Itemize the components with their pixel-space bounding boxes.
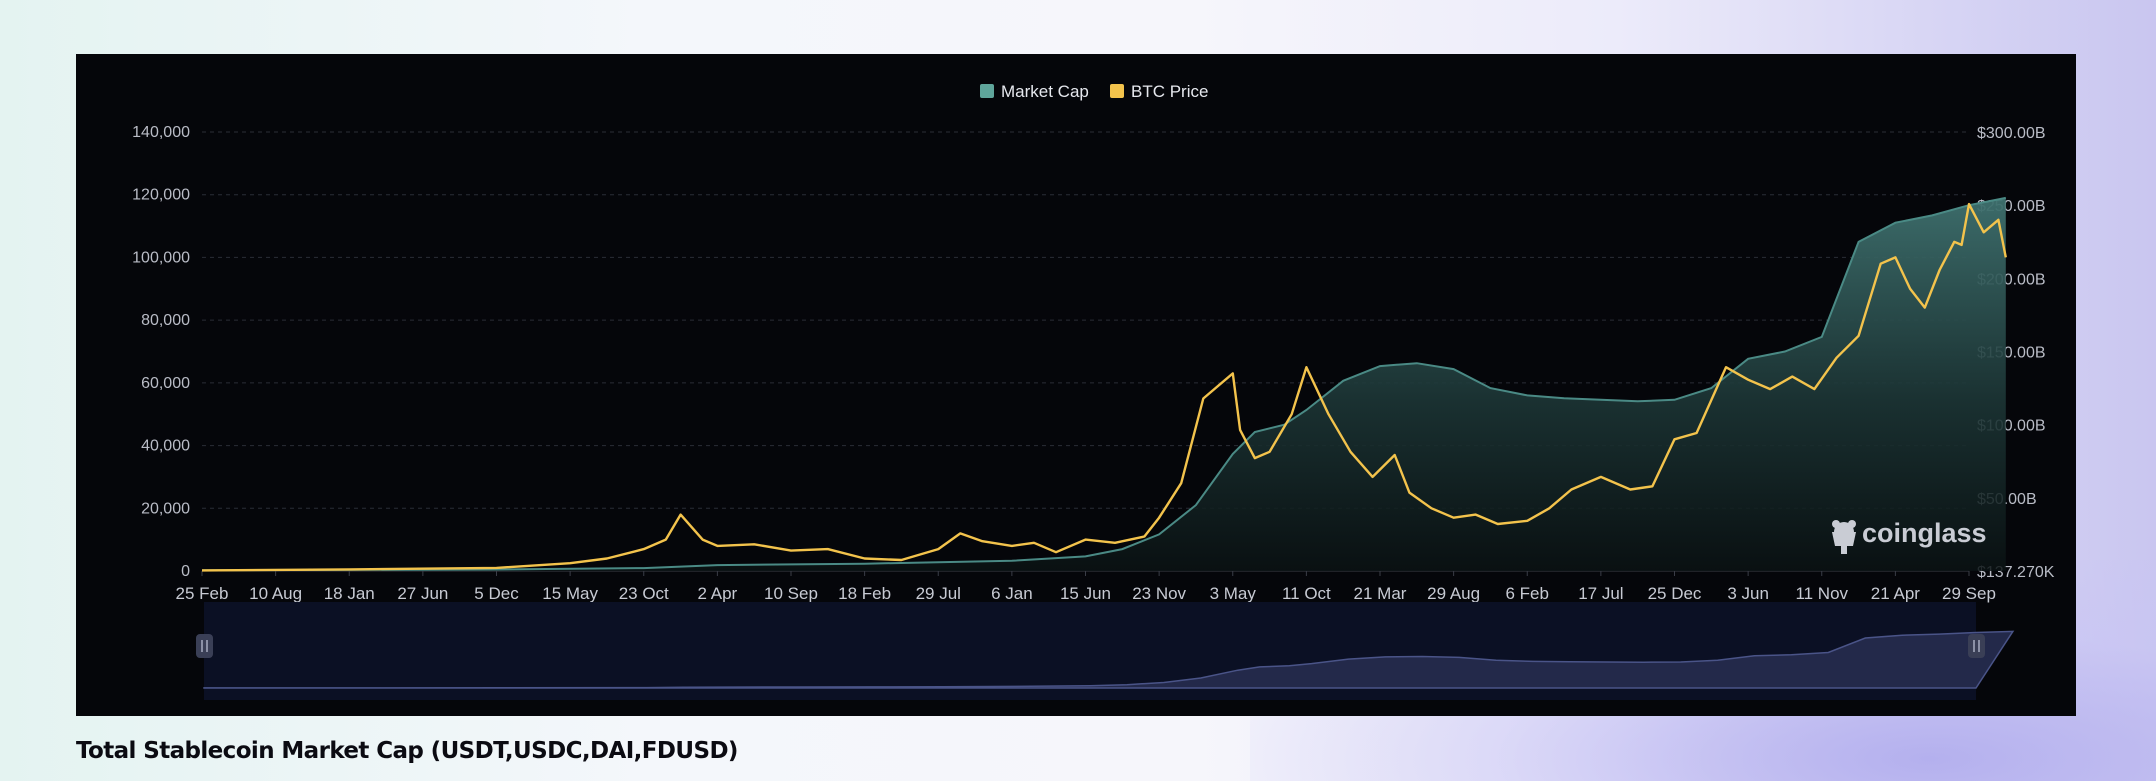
chart-svg: 0 20,000 40,000 60,000 80,000 100,000 120,000 1… <box>132 82 2055 700</box>
x-tick-label: 25 Dec <box>1648 584 1702 603</box>
series-layer <box>201 196 2007 572</box>
left-tick-label: 100,000 <box>132 249 190 266</box>
x-tick-label: 2 Apr <box>698 584 738 603</box>
x-tick-label: 27 Jun <box>397 584 448 603</box>
navigator-area <box>203 630 2015 689</box>
x-tick-label: 29 Aug <box>1427 584 1480 603</box>
x-tick-label: 17 Jul <box>1578 584 1623 603</box>
legend-label-btc-price: BTC Price <box>1131 82 1208 101</box>
x-tick-label: 21 Apr <box>1871 584 1920 603</box>
x-tick-label: 25 Feb <box>176 584 229 603</box>
market-cap-area <box>202 197 2006 571</box>
x-tick-label: 15 May <box>542 584 598 603</box>
x-tick-label: 11 Nov <box>1795 584 1848 603</box>
left-tick-label: 140,000 <box>132 124 190 141</box>
legend-label-market-cap: Market Cap <box>1001 82 1089 101</box>
x-tick-label: 18 Jan <box>324 584 375 603</box>
btc-price-line <box>201 202 2007 572</box>
x-tick-label: 10 Sep <box>764 584 818 603</box>
watermark: coinglass <box>1832 518 1987 554</box>
legend-item-btc-price[interactable]: BTC Price <box>1110 82 1208 101</box>
left-y-axis: 0 20,000 40,000 60,000 80,000 100,000 120,000 1… <box>132 124 190 580</box>
legend-swatch-market-cap <box>980 84 994 98</box>
legend-swatch-btc-price <box>1110 84 1124 98</box>
x-tick-label: 11 Oct <box>1282 584 1331 603</box>
range-navigator[interactable] <box>196 602 2015 700</box>
market-cap-line <box>201 196 2006 572</box>
x-tick-label: 23 Nov <box>1132 584 1186 603</box>
left-tick-label: 120,000 <box>132 187 190 204</box>
chart-panel: 0 20,000 40,000 60,000 80,000 100,000 120,000 1… <box>76 54 2076 716</box>
navigator-left-handle[interactable] <box>196 634 213 658</box>
left-tick-label: 80,000 <box>141 312 190 329</box>
watermark-text: coinglass <box>1862 518 1987 548</box>
x-tick-label: 3 Jun <box>1727 584 1769 603</box>
x-tick-label: 29 Sep <box>1942 584 1996 603</box>
left-tick-label: 60,000 <box>141 375 190 392</box>
x-axis: 25 Feb 10 Aug 18 Jan 27 Jun 5 Dec 15 May 23 Oc… <box>176 570 1996 603</box>
x-tick-label: 15 Jun <box>1060 584 1111 603</box>
left-tick-label: 0 <box>181 563 190 580</box>
left-tick-label: 40,000 <box>141 438 190 455</box>
legend: Market Cap BTC Price <box>980 82 1208 101</box>
x-tick-label: 10 Aug <box>249 584 302 603</box>
x-tick-label: 18 Feb <box>838 584 891 603</box>
navigator-right-handle[interactable] <box>1968 634 1985 658</box>
x-tick-label: 5 Dec <box>474 584 519 603</box>
right-tick-label: $300.00B <box>1977 125 2046 142</box>
x-tick-label: 21 Mar <box>1354 584 1407 603</box>
legend-item-market-cap[interactable]: Market Cap <box>980 82 1089 101</box>
x-tick-label: 6 Feb <box>1506 584 1549 603</box>
x-tick-label: 29 Jul <box>916 584 961 603</box>
page-title: Total Stablecoin Market Cap (USDT,USDC,D… <box>76 738 738 764</box>
x-tick-label: 23 Oct <box>619 584 669 603</box>
x-tick-label: 3 May <box>1210 584 1257 603</box>
coinglass-logo-icon <box>1832 520 1856 554</box>
x-tick-label: 6 Jan <box>991 584 1033 603</box>
left-tick-label: 20,000 <box>141 500 190 517</box>
